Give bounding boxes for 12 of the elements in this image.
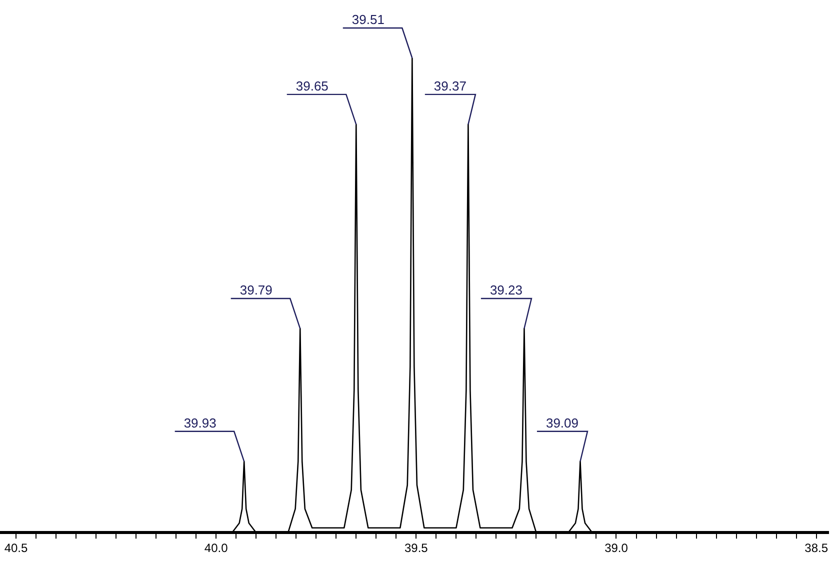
annotation: 39.51 <box>352 12 384 28</box>
annotation: 39.93 <box>184 415 216 430</box>
annotation: 39.09 <box>546 415 579 430</box>
x-tick-label: 38.5 <box>804 541 828 556</box>
annotation: 39.23 <box>490 282 522 298</box>
annotation: 39.79 <box>240 282 272 298</box>
annotation: 39.65 <box>296 78 328 94</box>
x-tick-label: 40.5 <box>4 541 28 556</box>
x-tick-label: 39.0 <box>604 541 628 556</box>
x-tick-label: 39.5 <box>404 541 428 556</box>
annotation: 39.37 <box>434 78 466 94</box>
x-tick-label: 40.0 <box>204 541 228 556</box>
